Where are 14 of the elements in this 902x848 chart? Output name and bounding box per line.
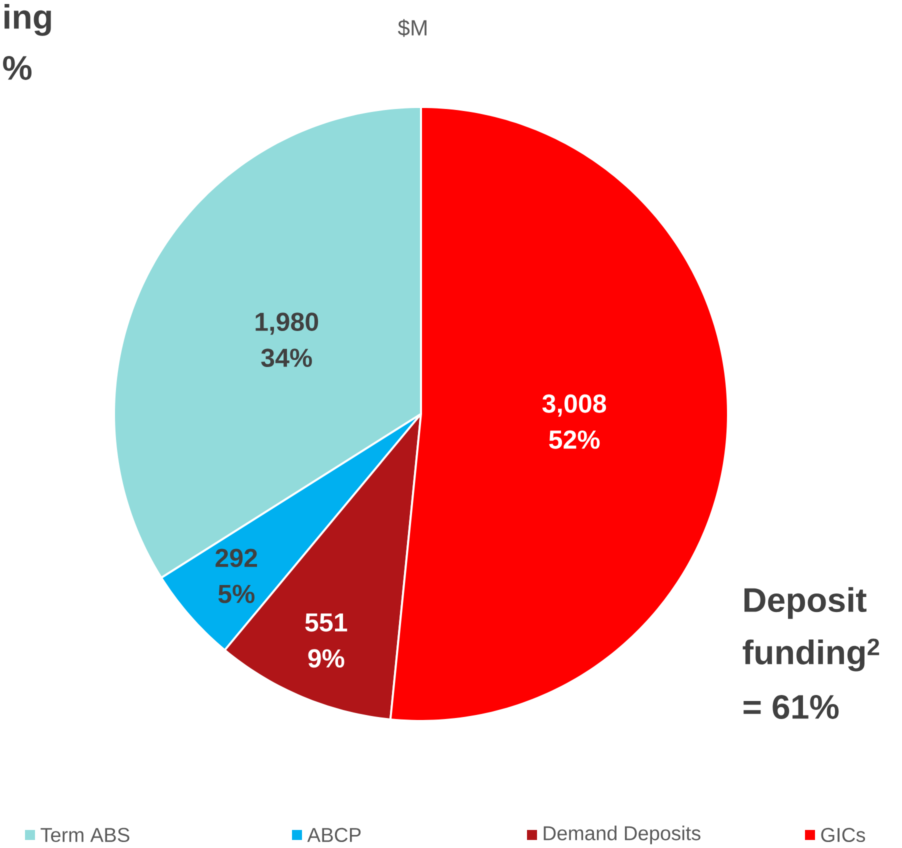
text: Deposit bbox=[744, 587, 866, 619]
data-label: 551 9% bbox=[305, 613, 348, 668]
legend-label: GICs bbox=[821, 828, 866, 842]
data-label: 3,008 52% bbox=[542, 394, 606, 449]
data-label: 1,980 34% bbox=[256, 312, 318, 368]
text: funding$^{2}$ bbox=[742, 638, 880, 672]
text: = 61% bbox=[744, 694, 839, 720]
text: ing bbox=[4, 4, 51, 36]
legend-label: Term ABS bbox=[40, 828, 130, 842]
legend-label: Demand Deposits bbox=[544, 826, 700, 844]
chart-subtitle: $M bbox=[398, 19, 426, 37]
legend-label: ABCP bbox=[307, 828, 361, 842]
data-label: 292 5% bbox=[216, 548, 258, 604]
text: % bbox=[3, 56, 32, 80]
